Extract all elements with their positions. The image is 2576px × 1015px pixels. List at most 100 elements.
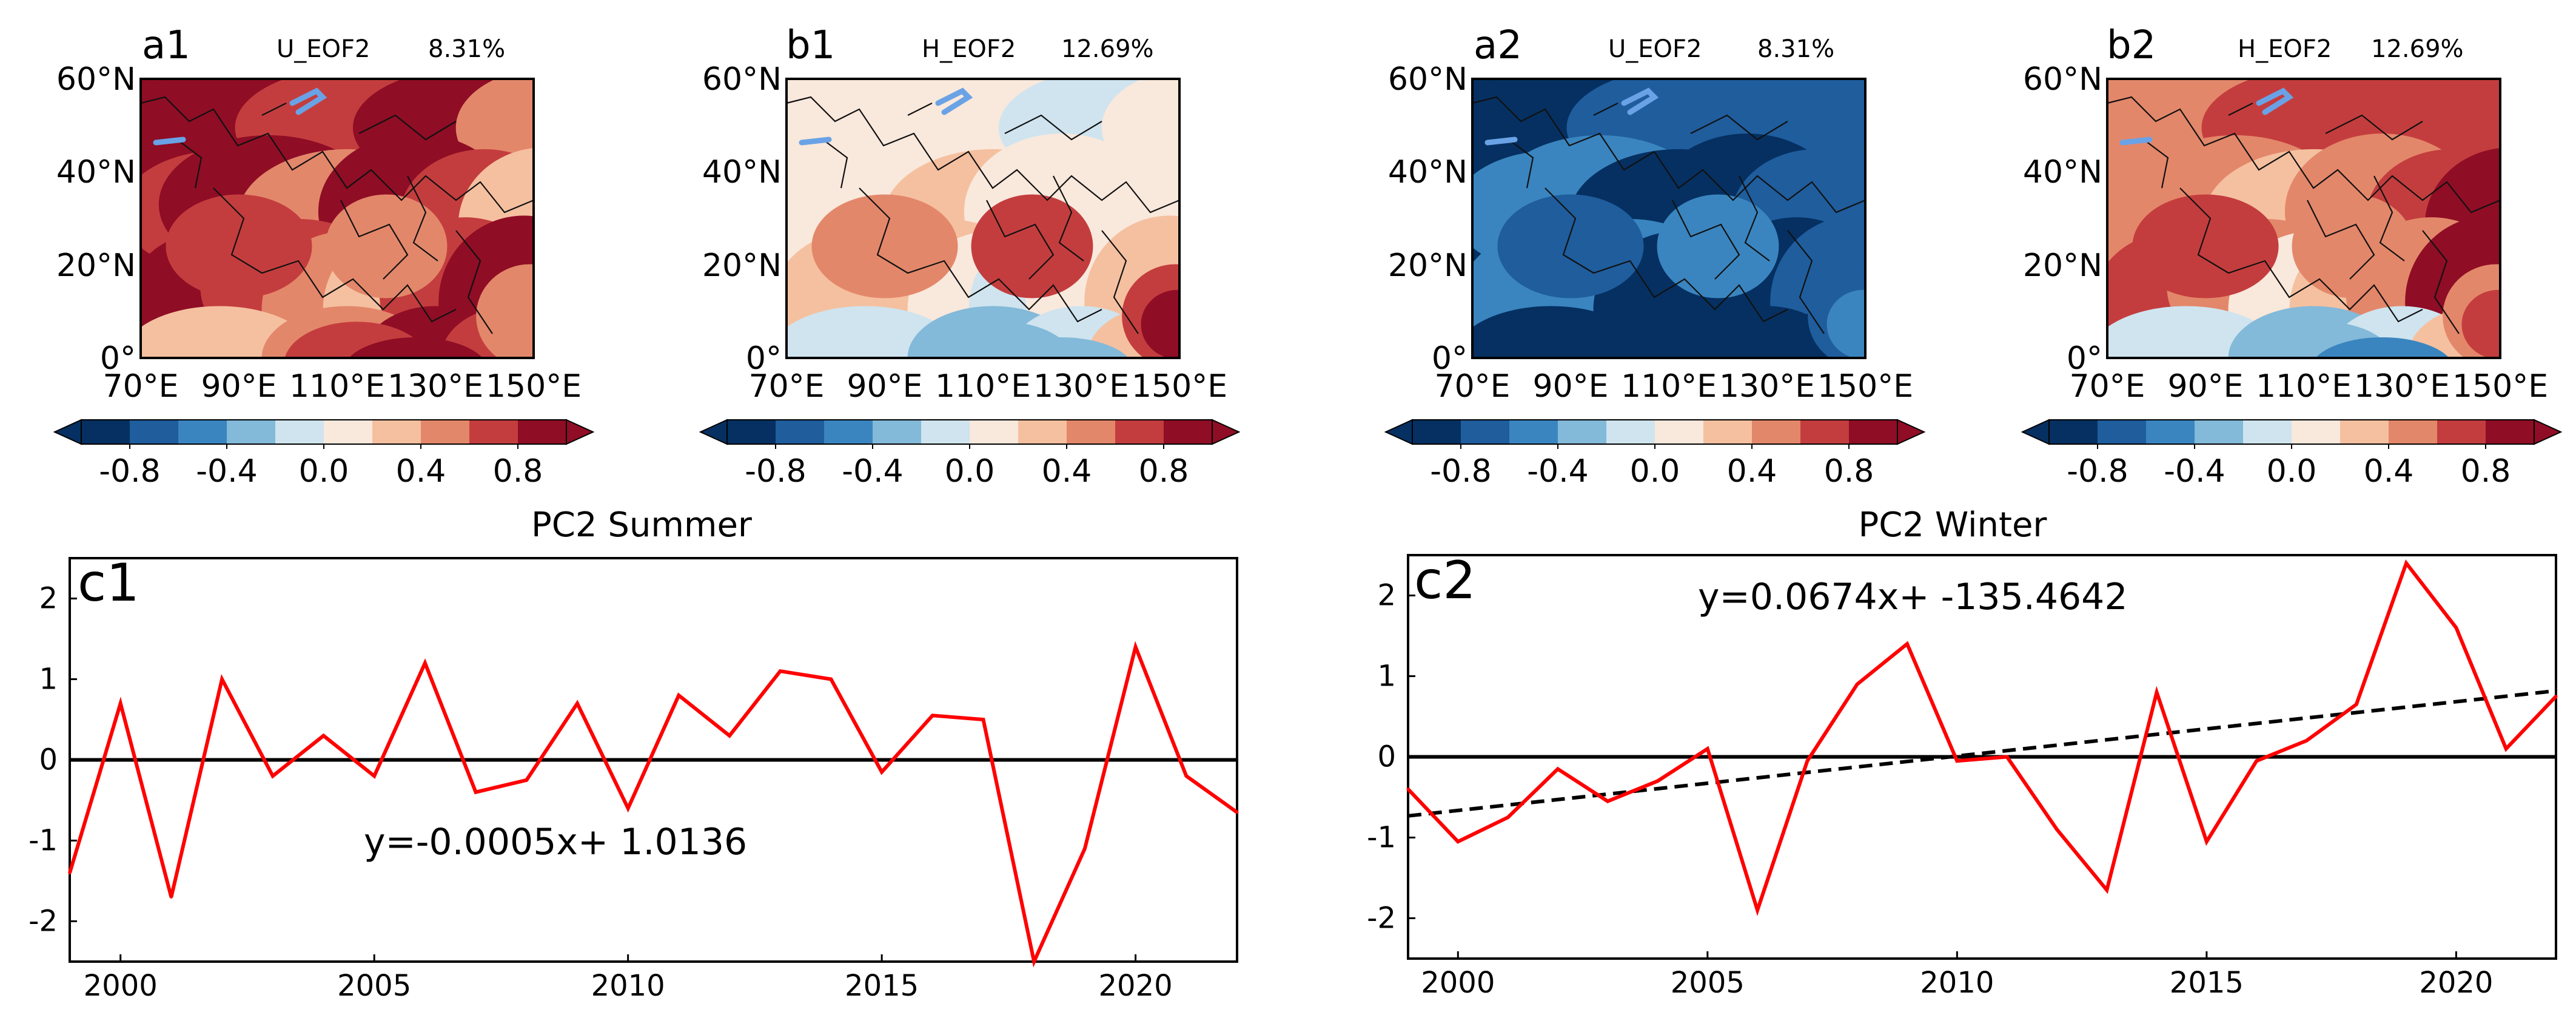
colorbar-segment — [824, 420, 873, 444]
y-tick-label: 1 — [39, 663, 58, 696]
map-percent-b1: 12.69% — [1061, 35, 1154, 63]
colorbar-segment — [1164, 420, 1213, 444]
colorbar-segment — [469, 420, 518, 444]
map-percent-a1: 8.31% — [428, 35, 505, 63]
colorbar-segment — [1461, 420, 1510, 444]
pc-data-point — [2404, 561, 2408, 565]
map-longitude-tick: 90°E — [201, 368, 277, 405]
colorbar-segment — [2098, 420, 2147, 444]
colorbar-segment — [1606, 420, 1655, 444]
lake-outline — [289, 87, 327, 115]
colorbar-segment — [727, 420, 776, 444]
map-longitude-tick: 70°E — [748, 368, 824, 405]
plot-area-c1: -2 -1 0 1 2 2000 2005 2010 2015 2020 — [29, 557, 1239, 1003]
coastline — [1593, 103, 1788, 141]
coastline — [1053, 175, 1084, 261]
pc-data-point — [2055, 828, 2059, 831]
pc-data-point — [68, 871, 72, 875]
map-longitude-tick: 110°E — [289, 368, 385, 405]
coastline — [2179, 187, 2423, 323]
map-contour-region — [971, 194, 1093, 298]
colorbar-segment — [2340, 420, 2389, 444]
colorbar-extend-high — [1897, 419, 1926, 445]
map-contour-region — [2292, 194, 2414, 298]
colorbar-tick-label: 0.8 — [493, 453, 543, 490]
map-latitude-tick: 20°N — [2023, 248, 2102, 284]
colorbar-tick-label: 0.8 — [2461, 453, 2511, 490]
colorbar-4: -0.8 -0.4 0.0 0.4 0.8 — [2021, 419, 2563, 490]
y-tick-label: 2 — [1377, 579, 1396, 613]
colorbar-extend-high — [2534, 419, 2563, 445]
map-longitude-tick: 70°E — [102, 368, 178, 405]
pc-data-point — [1032, 960, 1036, 963]
colorbar-segment — [421, 420, 470, 444]
map-longitude-tick: 130°E — [1033, 368, 1129, 405]
colorbar-segment — [2195, 420, 2244, 444]
pc-data-point — [626, 806, 630, 810]
pc-data-point — [779, 669, 782, 673]
lake-outline — [799, 137, 832, 146]
map-latitude-tick: 40°N — [1388, 154, 1467, 191]
colorbar-segment — [130, 420, 179, 444]
colorbar-segment — [873, 420, 922, 444]
map-longitude-tick: 110°E — [935, 368, 1031, 405]
lake-outline — [1621, 87, 1659, 115]
map-contour-region — [1680, 337, 1814, 358]
colorbar-tick-label: -0.8 — [1430, 453, 1491, 490]
timeseries-c2: PC2 Winter -2 -1 0 1 2 2000 2005 2010 2015 2020 c… — [1367, 505, 2558, 1000]
x-tick-label: 2010 — [1920, 966, 1994, 1000]
coastline — [1672, 200, 1740, 280]
map-coastlines-a1 — [140, 87, 534, 334]
colorbar-tick-label: 0.4 — [2364, 453, 2414, 490]
map-variable-b1: H_EOF2 — [922, 35, 1016, 63]
coastline — [2107, 96, 2501, 214]
colorbar-tick-label: 0.8 — [1824, 453, 1874, 490]
colorbar-segment — [2049, 420, 2098, 444]
colorbar-tick-label: 0.4 — [396, 453, 446, 490]
map-longitude-tick: 130°E — [387, 368, 483, 405]
map-latitude-tick: 0° — [2067, 340, 2102, 377]
pc-data-point — [1506, 815, 1510, 819]
panel-label-a1: a1 — [142, 23, 190, 68]
map-contour-region — [1657, 194, 1779, 298]
map-longitude-tick: 150°E — [486, 368, 582, 405]
colorbar-tick-label: 0.4 — [1727, 453, 1777, 490]
pc-data-point — [982, 718, 985, 721]
map-longitude-tick: 110°E — [2256, 368, 2352, 405]
trend-equation-c1: y=-0.0005x+ 1.0136 — [364, 821, 747, 863]
pc-data-point — [474, 791, 478, 794]
pc-data-point — [1134, 645, 1138, 649]
colorbar-tick-label: 0.0 — [299, 453, 349, 490]
timeseries-c1: PC2 Summer -2 -1 0 1 2 2000 2005 2010 2015 2020 c… — [29, 505, 1239, 1003]
map-longitude-tick: 90°E — [1532, 368, 1608, 405]
map-frame-b1 — [785, 78, 1181, 359]
coastline — [1545, 187, 1788, 323]
map-contour-region — [166, 194, 312, 298]
map-coastlines-b2 — [2107, 87, 2501, 334]
map-longitude-tick: 70°E — [1434, 368, 1510, 405]
colorbar-segment — [970, 420, 1019, 444]
pc-data-point — [2255, 759, 2258, 763]
pc-data-point — [2454, 626, 2458, 630]
y-tick-label: 1 — [1377, 659, 1396, 693]
pc-data-point — [2005, 755, 2009, 758]
pc-data-point — [728, 734, 731, 738]
coastline — [213, 187, 457, 323]
map-yticks-b2: 0° 20°N 40°N 60°N — [2023, 61, 2102, 377]
pc-data-point — [1606, 800, 1609, 803]
pc-data-point — [1406, 787, 1410, 791]
colorbar-segment — [1509, 420, 1558, 444]
map-frame-a1 — [139, 78, 535, 359]
colorbar-tick-label: 0.8 — [1139, 453, 1189, 490]
colorbar-segment — [1018, 420, 1067, 444]
map-latitude-tick: 40°N — [702, 154, 782, 191]
colorbar-extend-low — [53, 419, 82, 445]
map-latitude-tick: 40°N — [2023, 154, 2102, 191]
colorbar-segment — [1655, 420, 1704, 444]
map-field-a2 — [1472, 79, 1865, 358]
x-tick-label: 2000 — [1421, 966, 1495, 1000]
map-longitude-tick: 110°E — [1621, 368, 1717, 405]
map-xticks-a2: 70°E 90°E 110°E 130°E 150°E — [1434, 368, 1913, 405]
pc-data-point — [2304, 739, 2308, 743]
colorbar-tick-label: 0.0 — [1630, 453, 1680, 490]
